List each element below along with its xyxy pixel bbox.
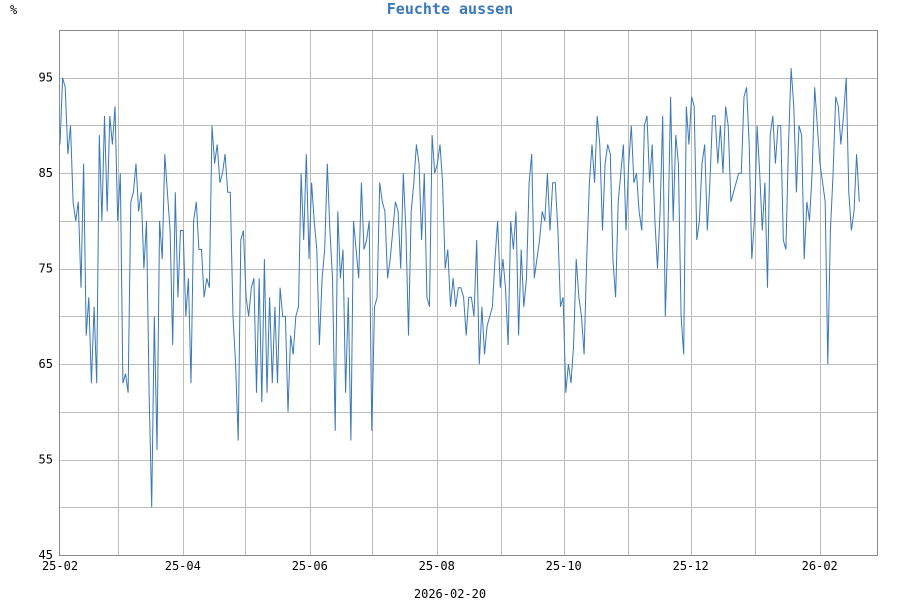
x-tick-label: 25-06 <box>292 559 328 573</box>
chart-title: Feuchte aussen <box>387 0 513 18</box>
x-tick-label: 26-02 <box>802 559 838 573</box>
grid <box>60 30 878 555</box>
x-tick-labels: 25-02 25-04 25-06 25-08 25-10 25-12 26-02 <box>42 559 838 573</box>
y-axis-unit: % <box>10 3 18 17</box>
x-tick-label: 25-08 <box>419 559 455 573</box>
x-tick-label: 25-02 <box>42 559 78 573</box>
x-tick-label: 25-04 <box>165 559 201 573</box>
x-tick-label: 25-12 <box>673 559 709 573</box>
plot-frame <box>59 30 878 556</box>
y-tick-labels: 45 55 65 75 85 95 <box>39 71 53 562</box>
y-tick-label: 55 <box>39 453 53 467</box>
x-axis-date-label: 2026-02-20 <box>414 587 486 600</box>
y-tick-label: 45 <box>39 548 53 562</box>
y-tick-label: 95 <box>39 71 53 85</box>
y-tick-label: 85 <box>39 166 53 180</box>
series-line <box>59 68 860 508</box>
y-tick-label: 75 <box>39 262 53 276</box>
y-tick-label: 65 <box>39 357 53 371</box>
x-tick-label: 25-10 <box>546 559 582 573</box>
